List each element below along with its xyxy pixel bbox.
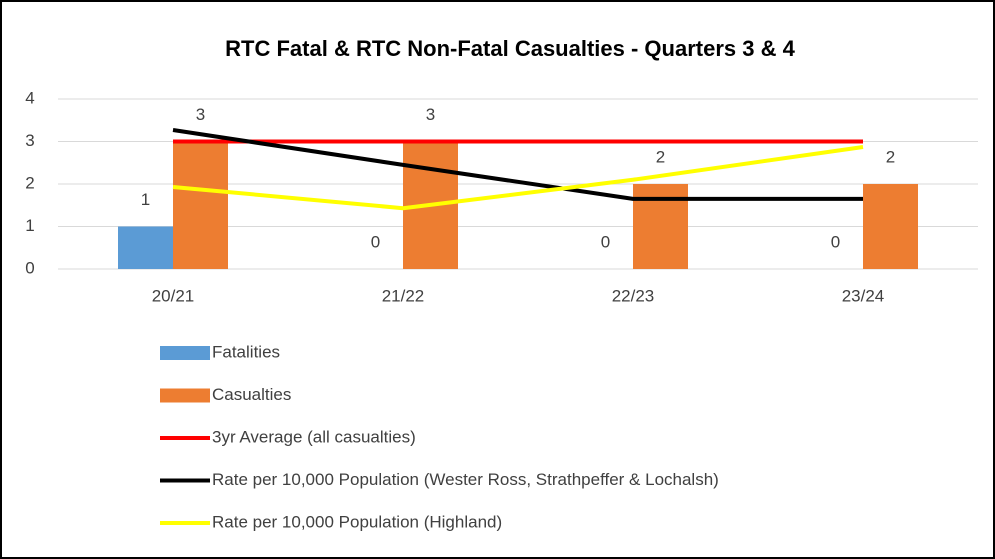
y-tick-label: 0 <box>25 258 34 277</box>
bar <box>118 226 173 269</box>
data-label: 0 <box>601 232 610 251</box>
y-tick-label: 1 <box>25 216 34 235</box>
line-series <box>172 145 864 211</box>
x-tick-label: 20/21 <box>152 286 195 305</box>
data-label: 1 <box>141 190 150 209</box>
data-label: 3 <box>426 105 435 124</box>
data-label: 2 <box>886 147 895 166</box>
chart-title: RTC Fatal & RTC Non-Fatal Casualties - Q… <box>225 36 795 61</box>
bar <box>863 184 918 269</box>
legend-label: Casualties <box>212 385 291 404</box>
y-tick-label: 4 <box>25 88 34 107</box>
data-label: 2 <box>656 147 665 166</box>
x-tick-label: 23/24 <box>842 286 885 305</box>
line-series <box>172 128 863 201</box>
data-label: 0 <box>831 232 840 251</box>
data-label: 3 <box>196 105 205 124</box>
legend-swatch <box>160 388 210 403</box>
x-tick-label: 22/23 <box>612 286 655 305</box>
bar <box>173 141 228 269</box>
legend-label: 3yr Average (all casualties) <box>212 427 416 446</box>
bar <box>633 184 688 269</box>
y-tick-label: 2 <box>25 173 34 192</box>
legend-swatch <box>160 346 210 360</box>
legend-label: Rate per 10,000 Population (Wester Ross,… <box>212 470 719 489</box>
x-tick-label: 21/22 <box>382 286 425 305</box>
legend-label: Fatalities <box>212 342 280 361</box>
data-label: 0 <box>371 232 380 251</box>
legend-label: Rate per 10,000 Population (Highland) <box>212 512 502 531</box>
y-tick-label: 3 <box>25 131 34 150</box>
